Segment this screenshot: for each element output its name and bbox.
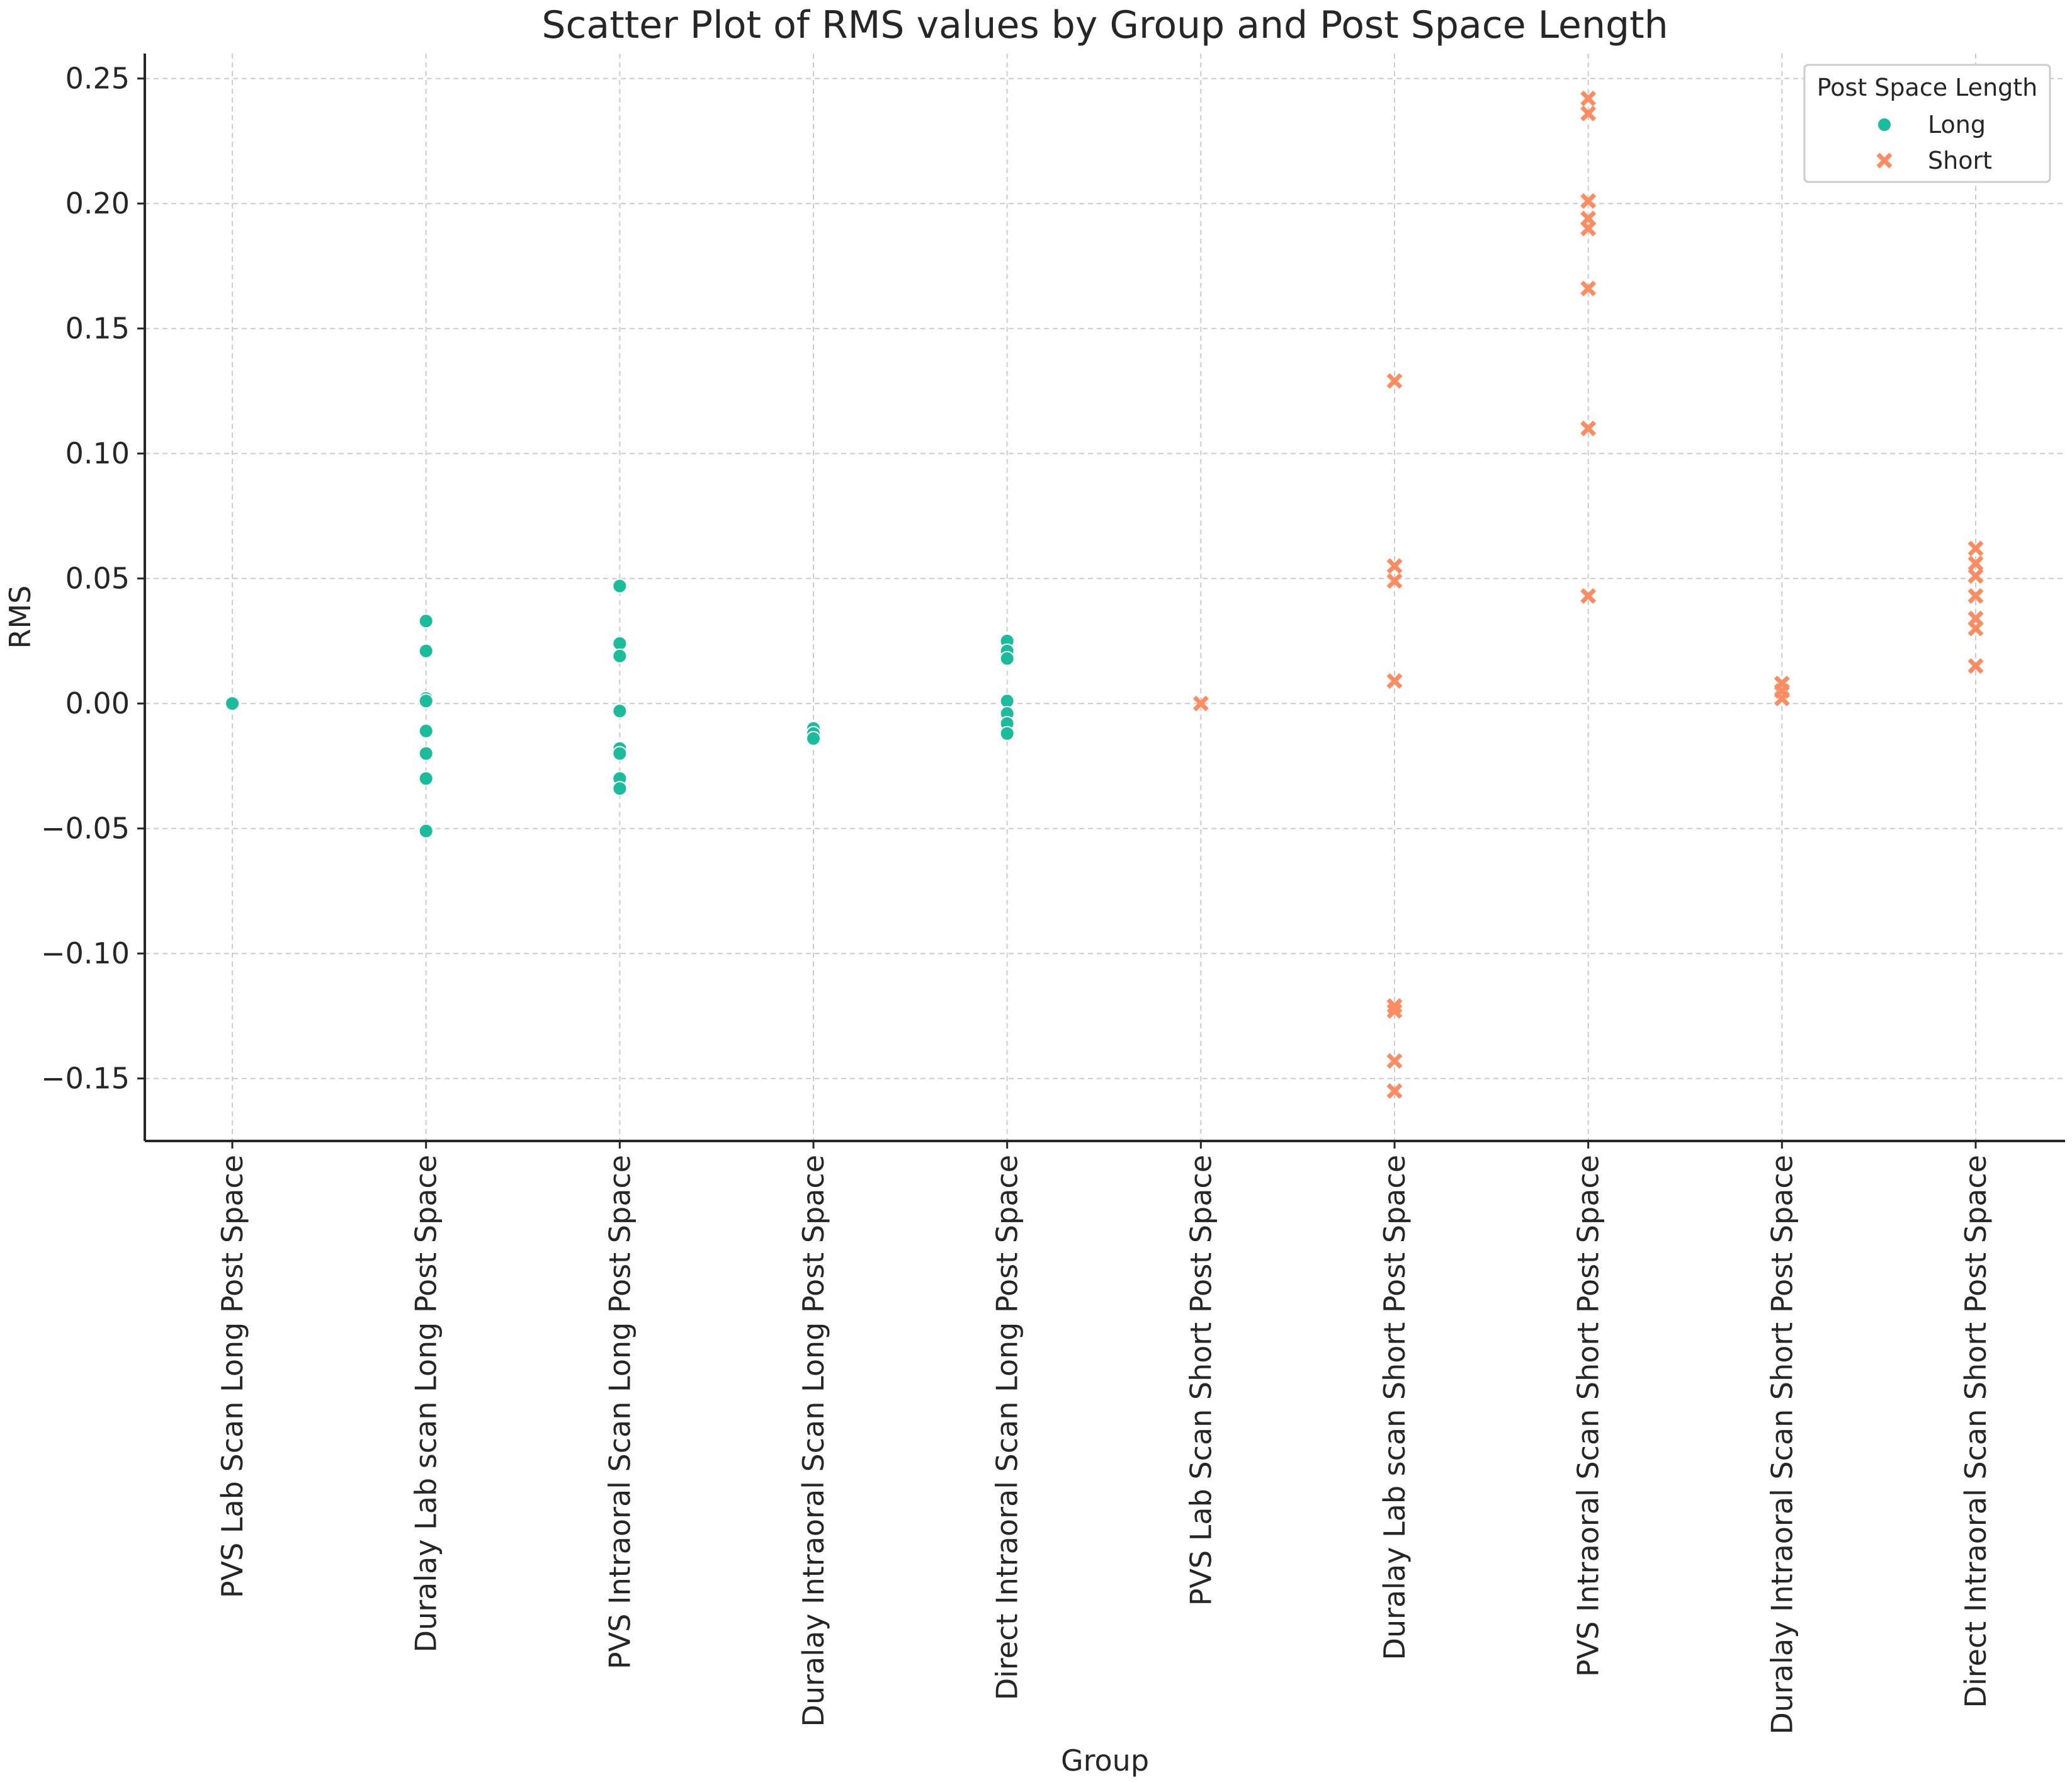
data-point-short xyxy=(1386,1053,1403,1069)
data-point-long xyxy=(612,578,628,594)
chart-title: Scatter Plot of RMS values by Group and … xyxy=(541,3,1668,47)
x-tick-label: Duralay Intraoral Scan Long Post Space xyxy=(796,1155,830,1727)
x-tick-label: PVS Intraoral Scan Short Post Space xyxy=(1571,1155,1605,1677)
data-point-long xyxy=(999,725,1015,741)
data-point-short xyxy=(1774,690,1790,707)
data-point-short xyxy=(1192,695,1209,712)
data-point-long xyxy=(999,693,1015,709)
legend-title: Post Space Length xyxy=(1817,74,2038,101)
x-tick-label: PVS Lab Scan Short Post Space xyxy=(1184,1155,1218,1606)
data-point-long xyxy=(418,771,434,786)
x-tick-label: Duralay Lab scan Long Post Space xyxy=(409,1155,443,1652)
data-point-long xyxy=(418,613,434,629)
y-tick-label: 0.25 xyxy=(65,62,130,96)
y-tick-label: 0.10 xyxy=(65,436,130,470)
data-point-short xyxy=(1580,421,1597,436)
legend-marker-long xyxy=(1877,117,1892,132)
data-point-long xyxy=(612,746,628,761)
y-axis-ticks: −0.15 −0.10 −0.05 0.00 0.05 0.10 0.15 0.20 0.25 xyxy=(41,62,145,1096)
x-tick-label: Duralay Intraoral Scan Short Post Space xyxy=(1765,1155,1799,1735)
data-points xyxy=(225,90,1984,1099)
x-axis-ticks: PVS Lab Scan Long Post Space Duralay Lab … xyxy=(215,1141,1993,1735)
data-point-short xyxy=(1967,620,1984,637)
data-point-short xyxy=(1386,558,1403,574)
data-point-long xyxy=(806,730,821,746)
data-point-short xyxy=(1967,555,1984,572)
grid-lines xyxy=(145,54,2065,1141)
data-point-short xyxy=(1386,673,1403,689)
data-point-short xyxy=(1967,588,1984,604)
axes xyxy=(144,54,2065,1142)
data-point-long xyxy=(418,823,434,839)
data-point-short xyxy=(1580,280,1597,297)
data-point-short xyxy=(1967,568,1984,584)
data-point-short xyxy=(1386,1003,1403,1019)
x-tick-label: Direct Intraoral Scan Long Post Space xyxy=(990,1155,1024,1700)
data-point-short xyxy=(1386,1083,1403,1099)
y-tick-label: 0.00 xyxy=(65,686,130,720)
y-tick-label: −0.10 xyxy=(41,936,130,970)
y-tick-label: −0.15 xyxy=(41,1062,130,1096)
x-tick-label: Direct Intraoral Scan Short Post Space xyxy=(1959,1155,1993,1708)
data-point-short xyxy=(1967,540,1984,557)
data-point-long xyxy=(612,703,628,719)
data-point-long xyxy=(612,635,628,651)
y-axis-label: RMS xyxy=(3,586,37,649)
y-tick-label: 0.15 xyxy=(65,312,130,346)
x-tick-label: PVS Lab Scan Long Post Space xyxy=(215,1155,249,1598)
data-point-short xyxy=(1580,90,1597,106)
y-tick-label: 0.20 xyxy=(65,186,130,220)
data-point-short xyxy=(1580,193,1597,209)
y-tick-label: −0.05 xyxy=(41,812,130,846)
y-tick-label: 0.05 xyxy=(65,562,130,596)
data-point-long xyxy=(612,781,628,797)
data-point-short xyxy=(1967,658,1984,674)
data-point-long xyxy=(612,648,628,664)
x-tick-label: PVS Intraoral Scan Long Post Space xyxy=(603,1155,637,1669)
legend-marker-short xyxy=(1876,152,1893,169)
data-point-short xyxy=(1580,105,1597,122)
data-point-short xyxy=(1386,373,1403,389)
data-point-long xyxy=(418,643,434,659)
x-tick-label: Duralay Lab scan Short Post Space xyxy=(1378,1155,1412,1660)
data-point-short xyxy=(1580,220,1597,237)
legend-label-long: Long xyxy=(1928,111,1986,139)
data-point-long xyxy=(999,650,1015,666)
data-point-long xyxy=(418,723,434,739)
x-axis-label: Group xyxy=(1061,1744,1149,1778)
data-point-long xyxy=(418,746,434,761)
data-point-short xyxy=(1386,998,1403,1014)
legend-box xyxy=(1803,64,2051,183)
data-point-short xyxy=(1580,588,1597,604)
legend-label-short: Short xyxy=(1928,147,1992,174)
data-point-long xyxy=(418,693,434,709)
data-point-long xyxy=(225,696,240,712)
data-point-short xyxy=(1386,573,1403,589)
legend: Post Space Length Long Short xyxy=(1803,64,2051,183)
